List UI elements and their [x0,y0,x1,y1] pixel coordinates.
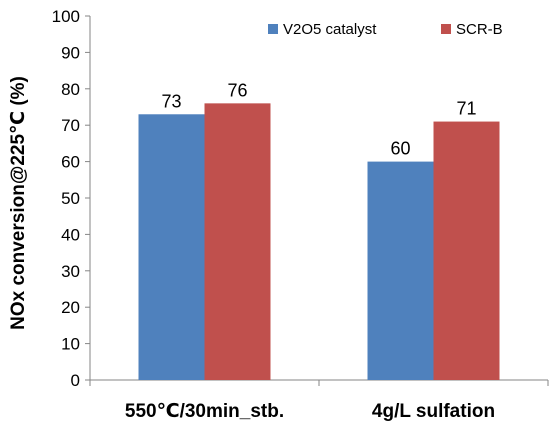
data-labels: 73 76 60 71 [161,80,476,158]
x-category-label: 550℃/30min_stb. [125,401,284,422]
bars [138,103,500,381]
legend-label: SCR-B [456,21,503,38]
y-tick-label: 10 [61,335,80,354]
bar-value-label: 60 [390,139,410,159]
legend-swatch [441,24,451,34]
y-axis-label-group: NOx conversion@225℃ (%) [8,76,29,330]
y-tick-label: 50 [61,189,80,208]
bar-value-label: 73 [161,91,181,111]
y-tick-label: 90 [61,43,80,62]
y-tick-label: 30 [61,262,80,281]
legend: V2O5 catalyst SCR-B [268,21,503,38]
y-tick-label: 0 [71,371,80,390]
y-tick-label: 60 [61,153,80,172]
legend-label: V2O5 catalyst [283,21,377,38]
bar-value-label: 71 [456,99,476,119]
y-tick-label: 80 [61,80,80,99]
axes: 0 10 20 30 40 50 60 70 80 90 100 550℃/30min_stb. 4g/… [52,7,549,422]
x-category-label: 4g/L sulfation [372,401,495,422]
bar [367,161,434,380]
y-axis-label: NOx conversion@225℃ (%) [8,76,29,330]
bar [138,114,205,380]
bar-value-label: 76 [227,80,247,100]
legend-swatch [268,24,278,34]
bar [204,103,271,381]
y-tick-label: 70 [61,116,80,135]
y-tick-label: 40 [61,225,80,244]
bar [433,121,500,380]
y-tick-label: 20 [61,298,80,317]
y-tick-label: 100 [52,7,80,26]
